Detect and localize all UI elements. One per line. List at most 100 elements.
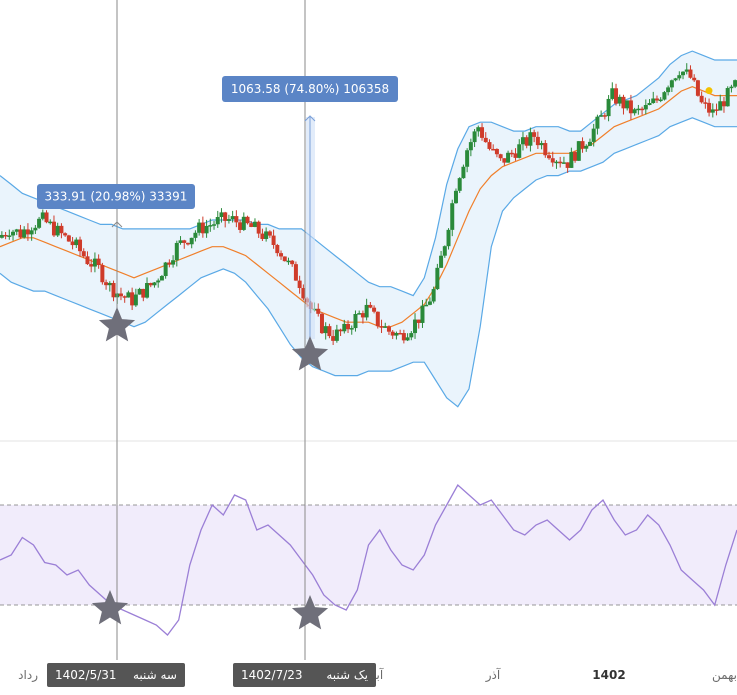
- candle: [145, 277, 150, 299]
- price-pane[interactable]: [0, 50, 737, 408]
- candle: [118, 287, 123, 301]
- candle: [78, 236, 83, 257]
- candle: [584, 144, 589, 152]
- candle: [643, 99, 648, 115]
- candle: [636, 104, 641, 115]
- candle: [219, 208, 224, 223]
- candle: [506, 150, 511, 163]
- measure-arrow-2: [304, 115, 316, 122]
- candle: [33, 225, 38, 235]
- candle: [561, 156, 566, 164]
- candle: [11, 229, 16, 241]
- candle: [279, 250, 284, 260]
- candle: [576, 141, 581, 161]
- candle: [535, 131, 540, 149]
- time-marker-date: 1402/5/31: [55, 668, 117, 682]
- measure-callout: 333.91 (20.98%) 33391: [37, 184, 195, 209]
- candle: [681, 71, 686, 80]
- candle: [688, 65, 693, 79]
- candle: [130, 287, 135, 311]
- candle: [364, 298, 369, 321]
- candle: [558, 156, 563, 168]
- candle: [349, 325, 354, 335]
- candle: [390, 330, 395, 340]
- candle: [3, 232, 8, 240]
- candle: [297, 275, 302, 294]
- candle: [163, 261, 168, 279]
- candle: [25, 223, 30, 241]
- candle: [81, 248, 86, 259]
- candle: [29, 227, 34, 241]
- candle: [442, 245, 447, 258]
- candle: [461, 164, 466, 179]
- candle: [37, 216, 42, 229]
- candle: [342, 319, 347, 334]
- candle: [171, 255, 176, 268]
- candle: [193, 230, 198, 242]
- candle: [338, 328, 343, 336]
- bollinger-band-area: [0, 51, 737, 407]
- candle: [498, 153, 503, 161]
- candle: [234, 210, 239, 228]
- candle: [223, 211, 228, 228]
- candle: [241, 212, 246, 231]
- star-marker-icon: [291, 336, 329, 371]
- candle: [468, 138, 473, 157]
- candle: [185, 242, 190, 246]
- candle: [398, 329, 403, 335]
- candle: [714, 103, 719, 116]
- candle: [197, 219, 202, 236]
- moving-average-line: [0, 86, 737, 328]
- candle: [699, 91, 704, 104]
- candle: [267, 230, 272, 238]
- candle: [48, 219, 53, 225]
- candle: [539, 140, 544, 150]
- candle: [252, 218, 257, 228]
- candle: [729, 84, 734, 93]
- candle: [204, 219, 209, 238]
- candle: [215, 210, 220, 228]
- candle: [230, 210, 235, 223]
- candle: [606, 95, 611, 122]
- candle: [617, 94, 622, 107]
- candle: [383, 322, 388, 328]
- candle: [654, 95, 659, 104]
- rsi-pane[interactable]: [0, 483, 737, 636]
- candle: [319, 312, 324, 334]
- markers: [91, 307, 329, 630]
- candle: [409, 331, 414, 341]
- candle: [401, 329, 406, 344]
- candle: [632, 107, 637, 116]
- candle: [249, 221, 254, 228]
- candle: [159, 274, 164, 281]
- candle: [208, 218, 213, 232]
- candle: [137, 287, 142, 295]
- candle: [595, 114, 600, 135]
- candle: [92, 252, 97, 273]
- candle: [7, 229, 12, 240]
- candle: [513, 148, 518, 161]
- candle: [360, 310, 365, 324]
- candle: [14, 228, 19, 236]
- candle: [662, 91, 667, 101]
- candle: [141, 288, 146, 302]
- candle: [550, 151, 555, 167]
- candle: [182, 239, 187, 249]
- x-axis-tick-label: آذر: [485, 667, 501, 683]
- candle: [55, 222, 60, 238]
- candle: [126, 290, 131, 298]
- candle: [602, 113, 607, 120]
- candle: [666, 85, 671, 96]
- candle: [85, 251, 90, 265]
- candle: [167, 259, 172, 268]
- candle: [256, 220, 261, 238]
- candle: [431, 286, 436, 304]
- candle: [725, 86, 730, 107]
- candle: [517, 139, 522, 159]
- candle: [238, 219, 243, 234]
- candle: [476, 125, 481, 137]
- candle: [18, 224, 23, 239]
- highlight-dot: [705, 87, 713, 95]
